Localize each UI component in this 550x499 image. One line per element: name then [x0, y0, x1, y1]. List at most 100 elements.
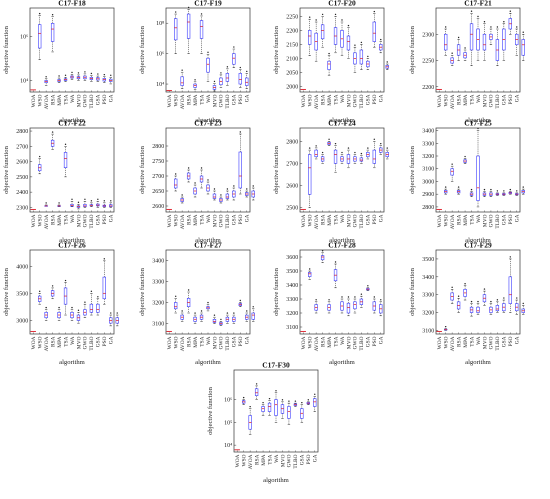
box	[308, 154, 312, 195]
outlier-point	[246, 70, 248, 73]
x-tick-label: MVO	[76, 214, 82, 227]
outlier-point	[373, 138, 376, 140]
y-axis-label: objective function	[409, 145, 416, 193]
x-axis-label: algorithm	[329, 117, 356, 124]
y-tick-label: 2600	[16, 160, 28, 166]
outlier-point	[347, 147, 350, 149]
outlier-point	[226, 312, 229, 314]
panel-title: C17-F24	[328, 119, 356, 128]
y-tick-label: 3500	[16, 291, 28, 297]
box	[212, 318, 217, 323]
x-tick-label: TLBO	[89, 94, 95, 108]
outlier-point	[194, 79, 196, 81]
x-tick-label: PSO	[306, 454, 312, 464]
x-tick-label: WOA	[31, 94, 37, 107]
outlier-point	[457, 295, 460, 297]
panel-c17-f20: C17-F20 2000 2050 2100 2150 2200 2250 objective…	[273, 0, 389, 124]
y-tick-label: 3500	[422, 257, 434, 263]
y-axis-label: objective function	[139, 267, 146, 315]
y-axis-label: objective function	[3, 145, 10, 193]
x-tick-label: TLBO	[225, 94, 231, 108]
x-tick-label: WOA	[301, 94, 307, 107]
x-tick-label: MPA	[57, 94, 63, 105]
outlier-point	[314, 393, 316, 395]
box	[287, 406, 291, 419]
x-tick-label: MPA	[193, 336, 199, 347]
x-tick-label: RSA	[320, 336, 326, 347]
x-tick-label: WSO	[37, 94, 43, 106]
outlier-point	[308, 16, 311, 18]
y-axis-label: objective function	[409, 267, 416, 315]
x-tick-label: RSA	[320, 94, 326, 105]
plot-frame	[29, 249, 115, 335]
outlier-point	[464, 283, 466, 285]
x-tick-label: GA	[109, 336, 115, 344]
panel-title: C17-F21	[464, 0, 492, 8]
box	[346, 35, 351, 51]
x-tick-label: RSA	[456, 214, 462, 225]
y-tick-label: 2500	[286, 206, 298, 212]
outlier-point	[84, 198, 86, 201]
outlier-point	[38, 12, 41, 15]
outlier-point	[503, 297, 505, 299]
y-tick-label: 10⁴	[20, 79, 28, 85]
panel-title: C17-F20	[328, 0, 356, 8]
box	[96, 303, 100, 313]
outlier-point	[373, 10, 376, 13]
panel-c17-f28: C17-F28 3100 3200 3300 3400 3500 3600 objective…	[273, 241, 385, 367]
y-tick-label: 2700	[16, 144, 28, 150]
x-tick-label: WSO	[443, 94, 449, 106]
x-tick-label: AVOA	[314, 214, 320, 229]
x-tick-label: PSO	[238, 214, 244, 224]
x-tick-label: AVOA	[44, 94, 50, 109]
outlier-point	[200, 310, 203, 312]
outlier-point	[380, 299, 382, 301]
y-tick-label: 3200	[152, 301, 164, 307]
x-tick-label: WA	[340, 336, 346, 344]
x-axis-label: algorithm	[329, 237, 356, 244]
outlier-point	[334, 261, 337, 263]
x-tick-label: RSA	[50, 94, 56, 105]
outlier-point	[360, 41, 363, 44]
box	[186, 13, 191, 39]
x-tick-label: TSA	[63, 94, 69, 104]
box	[313, 398, 317, 407]
y-tick-label: 3500	[286, 269, 298, 275]
x-tick-label: GSA	[502, 214, 508, 225]
box	[327, 60, 331, 70]
outlier-point	[328, 52, 330, 55]
x-tick-label: TSA	[199, 94, 205, 104]
panel-c17-f22: C17-F22 2300 2400 2500 2600 2700 2800 objective…	[3, 119, 115, 245]
x-tick-label: GWO	[83, 336, 89, 349]
x-tick-label: TLBO	[359, 336, 365, 350]
panel-c17-f30: C17-F30 10⁴ 10⁵ 10⁶ objective function WOA WSO…	[207, 361, 319, 485]
x-tick-label: TSA	[333, 94, 339, 104]
y-tick-label: 3100	[422, 167, 434, 173]
box	[245, 77, 249, 86]
x-tick-label: AVOA	[314, 336, 320, 351]
box	[225, 73, 230, 82]
panel-c17-f18: C17-F18 10⁴ 10⁶ objective function WOA WSO AVO…	[3, 0, 115, 124]
panel-title: C17-F18	[58, 0, 86, 8]
box	[238, 73, 242, 85]
box	[346, 302, 351, 314]
x-tick-label: GSA	[96, 336, 102, 347]
outlier-point	[38, 155, 41, 158]
box	[38, 24, 42, 49]
x-tick-label: GA	[515, 94, 521, 102]
x-tick-label: TSA	[469, 94, 475, 104]
box	[254, 388, 259, 396]
x-axis-label: algorithm	[263, 477, 290, 484]
outlier-point	[71, 198, 73, 201]
panel-c17-f29: C17-F29 3100 3200 3300 3400 3500 objective fun…	[409, 241, 525, 366]
y-tick-label: 3400	[422, 275, 434, 281]
outlier-point	[77, 309, 80, 312]
outlier-point	[288, 400, 290, 402]
x-tick-label: MVO	[346, 336, 352, 349]
y-axis-label: objective function	[273, 145, 280, 193]
x-axis-label: algorithm	[465, 117, 492, 124]
x-tick-label: WA	[274, 454, 280, 462]
outlier-point	[181, 310, 183, 312]
x-tick-label: WSO	[443, 214, 449, 226]
y-tick-label: 3200	[422, 311, 434, 317]
